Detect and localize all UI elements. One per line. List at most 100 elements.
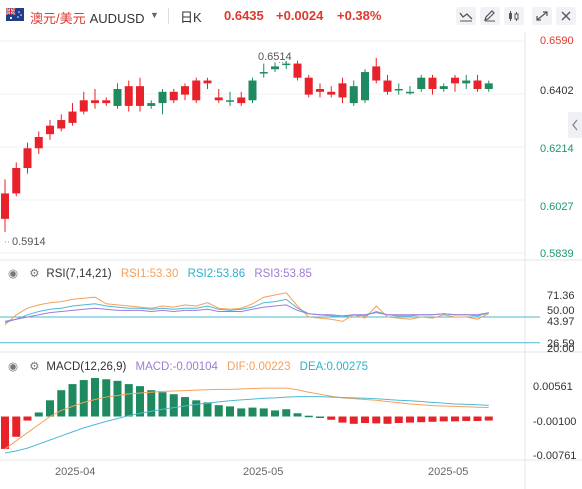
low-annotation: 0.5914 [12,236,46,248]
x-tick-label: 2025-04 [55,466,96,478]
candle-body [169,91,178,101]
candle-body [214,97,223,101]
macd-bar [79,380,88,417]
macd-bar [226,406,234,417]
macd-bar [439,416,448,422]
chevron-down-icon[interactable]: ▼ [150,10,159,20]
australia-flag-icon [6,8,24,21]
macd-axis-label: -0.00761 [533,450,577,462]
macd-bar [181,397,189,417]
candle-body [12,168,21,194]
macd-bar [451,416,459,422]
chart-indicator-icon [459,12,473,22]
macd-bar [372,416,381,424]
candle-body [237,97,246,104]
macd-bar [169,394,178,417]
macd-bar [248,407,257,417]
macd-bar [192,400,201,417]
symbol-selector[interactable]: 澳元/美元 AUDUSD [30,8,145,27]
candle-body [473,80,482,89]
dif-value: DIF:0.00223 [227,361,291,373]
macd-bar [327,416,336,420]
macd-panel [0,351,582,461]
symbol-code: AUDUSD [89,11,145,26]
rsi-axis-label: 71.36 [547,290,575,302]
gear-icon[interactable]: ⚙ [29,268,40,280]
macd-bar [259,408,268,417]
candle-body [271,66,279,70]
candle-body [383,80,392,92]
indicator-button[interactable] [456,7,476,25]
y-tick-label: 0.6027 [540,201,574,213]
dea-line [4,396,489,454]
candle-body [68,111,77,123]
macd-value: MACD:-0.00104 [135,361,218,373]
macd-bar [316,416,324,419]
gear-icon[interactable]: ⚙ [29,361,40,373]
macd-header: ◉ ⚙ MACD(12,26,9) MACD:-0.00104 DIF:0.00… [8,359,368,373]
macd-bar [462,416,471,421]
settings-button[interactable] [556,7,576,25]
draw-button[interactable] [480,7,500,25]
macd-bar [57,390,66,417]
candle-body [181,86,189,95]
candle-body [113,88,122,106]
chart-canvas[interactable] [0,32,582,489]
rsi3-value: RSI3:53.85 [254,268,312,280]
pencil-icon [484,10,495,22]
high-annotation: 0.6514 [258,51,292,63]
candle-body [327,91,336,95]
eye-icon[interactable]: ◉ [8,268,19,280]
rsi-line-2 [4,298,489,323]
period-selector[interactable]: 日K [180,10,202,25]
macd-bar [484,416,493,421]
macd-axis-label: 0.00561 [533,381,573,393]
candle-body [248,80,257,101]
macd-bar [271,410,279,417]
chart-toolbar: 澳元/美元 AUDUSD ▼ 日K 0.6435 +0.0024 +0.38% [0,0,582,32]
candle-body [46,125,54,135]
eye-icon[interactable]: ◉ [8,361,19,373]
macd-bar [417,416,426,423]
symbol-name: 澳元/美元 [30,11,86,26]
candle-body [293,63,302,78]
fullscreen-button[interactable] [532,7,552,25]
macd-bar [304,415,313,418]
candle-body [349,86,358,104]
dif-line [4,387,489,450]
y-tick-label: 0.6214 [540,143,574,155]
candle-body [102,100,111,104]
candle-body [462,80,471,84]
y-tick-label: 0.6402 [540,85,574,97]
candle-body [304,77,313,95]
candle-body [158,91,167,104]
y-tick-label: 0.5839 [540,248,574,260]
candle-body [226,100,234,102]
last-price: 0.6435 [224,8,264,23]
macd-bar [361,416,369,423]
candle-body [57,120,66,129]
candle-body [484,83,493,89]
price-change-pct: +0.38% [337,8,382,23]
macd-bar [68,384,77,417]
candle-body [259,72,268,74]
macd-bar [406,416,414,423]
dea-value: DEA:0.00275 [299,361,369,373]
candle-body [451,77,459,84]
right-panel-toggle[interactable] [568,112,582,138]
rsi-axis-label: 43.97 [547,316,575,328]
candle-body [316,88,324,92]
macd-bar [293,413,302,417]
macd-bar [34,412,43,417]
rsi-title: RSI(7,14,21) [46,268,112,280]
macd-bar [428,416,437,422]
candle-body [79,100,88,112]
macd-bar [237,408,246,417]
candle-body [136,86,144,106]
chart-type-button[interactable] [504,7,524,25]
price-panel [0,32,526,489]
macd-bar [394,416,403,423]
macd-bar [12,416,21,437]
candle-body [394,88,403,91]
macd-bar [1,416,9,449]
